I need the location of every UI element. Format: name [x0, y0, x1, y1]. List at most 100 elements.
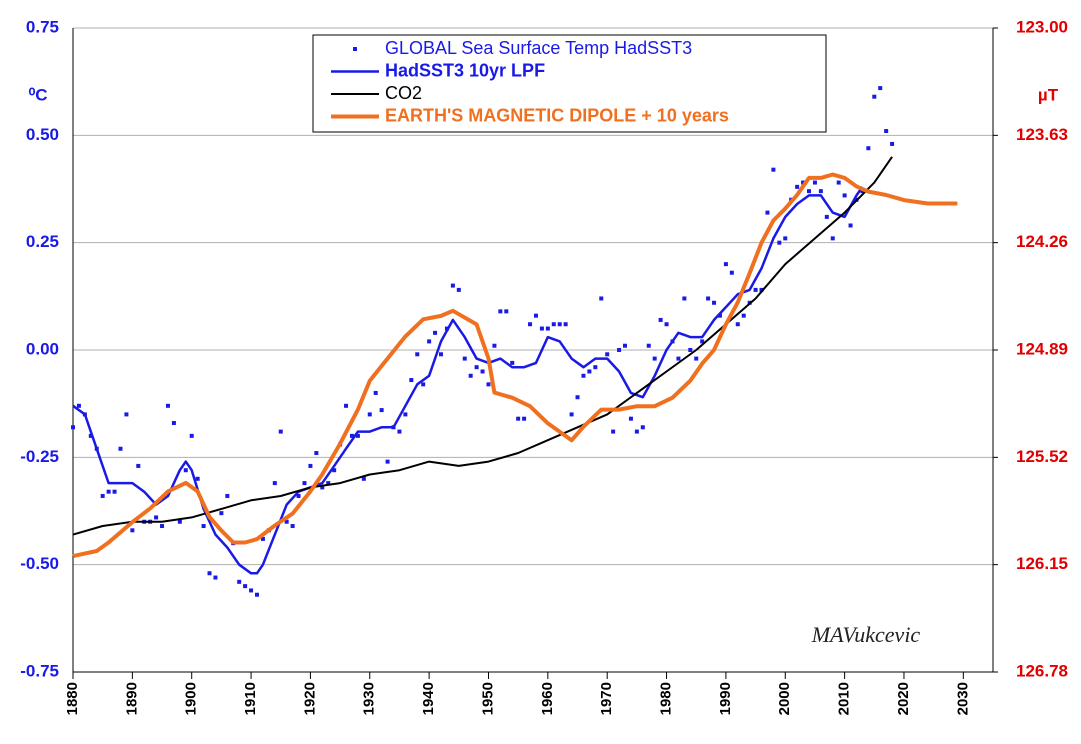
point — [403, 412, 408, 417]
point — [225, 493, 230, 498]
point — [848, 223, 853, 228]
point — [195, 476, 200, 481]
x-tick-label: 2020 — [895, 682, 912, 715]
point — [836, 180, 841, 185]
point — [284, 519, 289, 524]
x-tick-label: 2030 — [954, 682, 971, 715]
point — [528, 322, 533, 327]
point — [361, 476, 366, 481]
series-line — [72, 156, 893, 536]
x-tick-label: 1940 — [420, 682, 437, 715]
point — [878, 86, 883, 91]
x-tick-label: 1900 — [183, 682, 200, 715]
point — [344, 403, 349, 408]
point — [694, 356, 699, 361]
point — [765, 210, 770, 215]
y2-tick-label: 123.00 — [1016, 17, 1068, 36]
point — [516, 416, 521, 421]
point — [884, 129, 889, 134]
point — [783, 236, 788, 241]
point — [741, 313, 746, 318]
y2-tick-label: 126.15 — [1016, 554, 1068, 573]
point — [255, 592, 259, 597]
point — [812, 180, 817, 185]
y2-axis-label: µT — [1038, 85, 1059, 104]
x-tick-label: 1920 — [301, 682, 318, 715]
point — [872, 94, 877, 99]
x-tick-label: 1990 — [717, 682, 734, 715]
point — [124, 412, 129, 417]
point — [569, 412, 574, 417]
legend-box — [312, 34, 827, 133]
legend-marker — [353, 47, 357, 51]
point — [165, 403, 170, 408]
point — [617, 348, 622, 352]
point — [866, 146, 871, 151]
point — [777, 240, 782, 245]
point — [177, 519, 182, 524]
point — [326, 481, 331, 486]
point — [575, 395, 580, 400]
point — [433, 330, 438, 335]
point — [634, 429, 639, 434]
x-tick-label: 2010 — [836, 682, 853, 715]
point — [646, 343, 651, 348]
watermark: MAVukcevic — [811, 622, 921, 647]
point — [237, 579, 242, 584]
y2-tick-label: 124.89 — [1016, 339, 1068, 358]
point — [474, 365, 479, 370]
point — [599, 296, 604, 301]
point — [160, 524, 165, 529]
legend-label: EARTH'S MAGNETIC DIPOLE + 10 years — [385, 105, 729, 125]
point — [112, 489, 117, 494]
point — [504, 309, 509, 314]
x-tick-label: 1970 — [598, 682, 615, 715]
point — [385, 459, 390, 464]
point — [605, 352, 610, 357]
y-tick-label: 0.25 — [26, 232, 59, 251]
point — [593, 365, 598, 370]
x-tick-label: 1950 — [479, 682, 496, 715]
x-tick-label: 1930 — [361, 682, 378, 715]
y2-tick-label: 124.26 — [1016, 232, 1068, 251]
point — [890, 141, 895, 146]
point — [498, 309, 503, 314]
point — [76, 403, 81, 408]
point — [771, 167, 776, 172]
point — [308, 463, 313, 468]
point — [563, 322, 568, 327]
point — [462, 356, 467, 361]
point — [842, 193, 847, 198]
point — [723, 262, 728, 267]
point — [717, 313, 722, 318]
x-tick-label: 1910 — [242, 682, 259, 715]
point — [272, 481, 277, 486]
point — [807, 189, 811, 194]
point — [706, 296, 711, 301]
x-tick-label: 1880 — [64, 682, 81, 715]
point — [136, 463, 141, 468]
point — [201, 524, 206, 529]
x-tick-label: 1890 — [123, 682, 140, 715]
point — [118, 446, 123, 451]
y-axis-label: ⁰C — [28, 85, 47, 104]
point — [480, 369, 485, 374]
point — [439, 352, 443, 357]
point — [551, 322, 556, 327]
point — [700, 339, 705, 344]
point — [533, 313, 538, 318]
point — [492, 343, 497, 348]
point — [88, 433, 93, 438]
y-tick-label: 0.00 — [26, 339, 59, 358]
point — [468, 373, 473, 378]
point — [296, 493, 301, 498]
point — [450, 283, 455, 288]
point — [260, 536, 265, 541]
point — [628, 416, 633, 421]
point — [332, 468, 337, 473]
point — [557, 322, 562, 327]
point — [189, 433, 194, 438]
y2-tick-label: 125.52 — [1016, 447, 1068, 466]
point — [611, 429, 616, 434]
point — [676, 356, 681, 361]
